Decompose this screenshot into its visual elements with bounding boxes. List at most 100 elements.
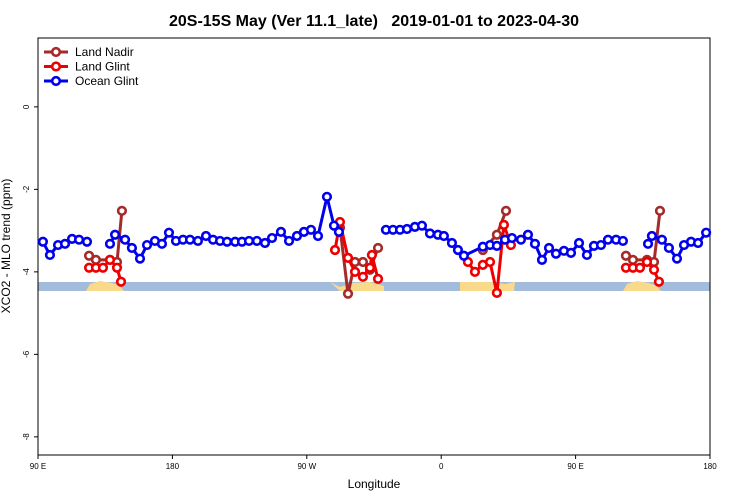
data-point [111, 262, 123, 273]
data-point [109, 229, 121, 240]
data-point [251, 235, 263, 247]
data-point [642, 238, 654, 249]
data-point [671, 253, 683, 264]
data-point [134, 253, 146, 264]
data-point [617, 235, 629, 247]
data-point [620, 250, 632, 261]
x-tick-label: 90 W [297, 462, 316, 471]
data-point [73, 234, 85, 245]
data-point [126, 242, 138, 254]
data-point [446, 237, 458, 249]
data-point [119, 234, 131, 245]
data-point [515, 234, 527, 245]
data-point [97, 262, 109, 273]
legend-marker [50, 46, 62, 58]
data-point [305, 224, 317, 235]
data-point [342, 288, 354, 299]
data-point [366, 249, 378, 261]
data-point [321, 191, 333, 202]
data-point [372, 242, 384, 254]
chart-title: 20S-15S May (Ver 11.1_late) 2019-01-01 t… [169, 13, 579, 30]
data-point [156, 238, 168, 249]
data-point [550, 248, 562, 259]
data-point [104, 238, 116, 249]
data-point [44, 249, 56, 261]
data-point [283, 235, 295, 247]
data-point [59, 238, 71, 249]
data-point [602, 234, 614, 245]
data-point [536, 254, 548, 266]
x-tick-label: 180 [703, 462, 717, 471]
data-point [663, 242, 675, 254]
data-point [565, 247, 577, 258]
data-point [90, 254, 102, 266]
y-axis-label: XCO2 - MLO trend (ppm) [0, 179, 13, 314]
y-tick-label: -6 [22, 350, 31, 358]
legend-marker [50, 75, 62, 87]
data-point [333, 226, 345, 237]
data-point [372, 273, 384, 284]
data-point [452, 244, 464, 256]
land-patch [623, 281, 661, 291]
data-point [291, 230, 303, 242]
land-patch [460, 282, 515, 291]
data-point [529, 238, 541, 249]
legend-label: Ocean Glint [75, 74, 139, 88]
data-point [401, 223, 413, 235]
data-point [364, 262, 376, 273]
x-tick-label: 0 [439, 462, 444, 471]
y-tick-label: -8 [22, 433, 31, 441]
data-point [221, 236, 233, 247]
data-point [357, 271, 369, 282]
data-point [115, 276, 127, 287]
data-point [329, 244, 341, 256]
data-point [141, 239, 153, 251]
legend-marker [50, 61, 62, 72]
data-point [543, 242, 555, 254]
data-point [349, 266, 361, 277]
data-point [500, 205, 512, 216]
data-point [83, 250, 95, 261]
data-point [163, 227, 175, 238]
data-point [424, 228, 436, 239]
data-point [573, 237, 585, 249]
data-point [259, 237, 271, 249]
data-point [491, 287, 503, 299]
data-point [491, 240, 503, 251]
data-point [646, 230, 658, 242]
legend-label: Land Glint [75, 60, 130, 74]
data-point [458, 250, 469, 261]
land-patch [86, 281, 124, 291]
data-point [627, 254, 639, 266]
x-tick-label: 90 E [567, 462, 583, 471]
y-tick-label: -4 [22, 268, 31, 276]
x-axis-label: Longitude [348, 477, 401, 491]
data-point [506, 232, 518, 244]
data-point [491, 229, 503, 240]
x-tick-label: 180 [166, 462, 180, 471]
data-point [328, 220, 340, 231]
surface-strip [38, 281, 710, 291]
land-patch [330, 282, 384, 291]
data-point [104, 254, 116, 266]
data-point [654, 205, 666, 216]
data-point [342, 252, 354, 263]
data-point [275, 226, 287, 237]
data-point [192, 235, 204, 247]
data-point [469, 266, 481, 277]
data-point [595, 239, 607, 251]
data-point [243, 235, 255, 247]
data-point [522, 229, 534, 240]
data-point [484, 256, 496, 268]
legend-label: Land Nadir [75, 45, 134, 59]
data-point [701, 227, 712, 238]
data-point [648, 264, 660, 275]
y-tick-label: -2 [22, 185, 31, 193]
data-point [81, 236, 93, 247]
plot-frame [37, 37, 711, 456]
y-tick-label: 0 [22, 104, 31, 109]
data-point [641, 256, 653, 268]
data-point [438, 230, 449, 242]
